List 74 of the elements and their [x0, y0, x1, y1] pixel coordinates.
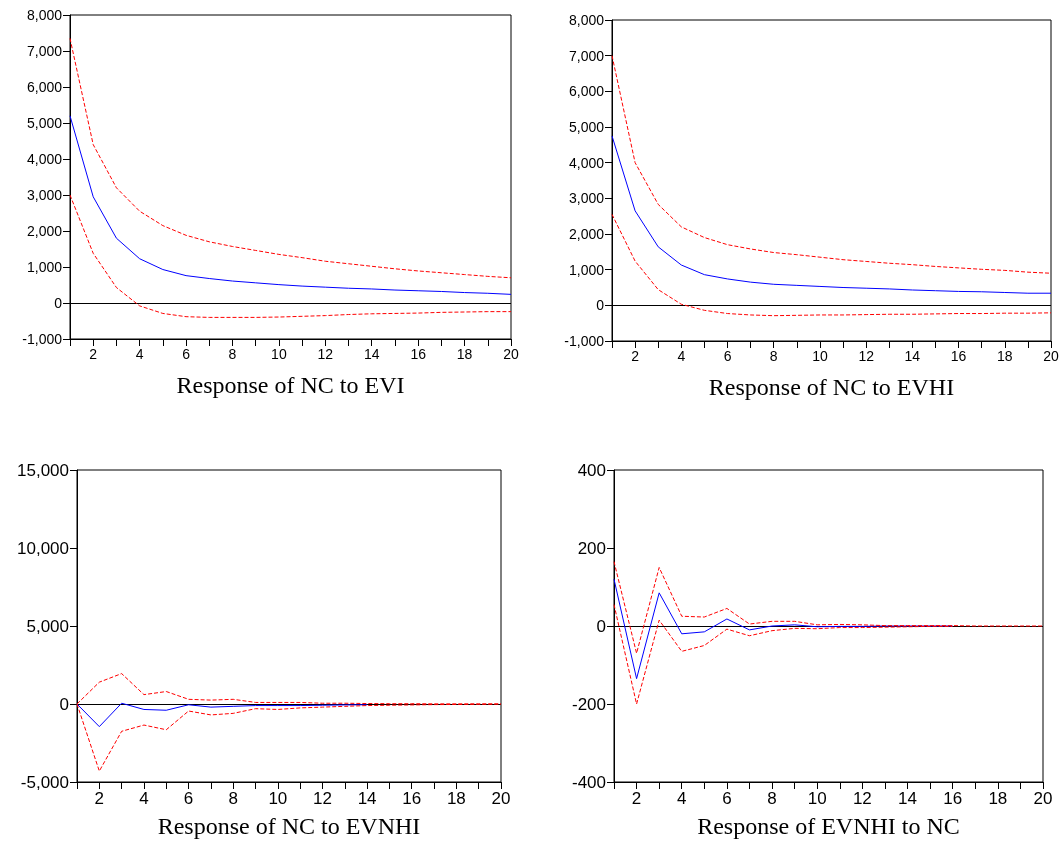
x-axis-title: Response of NC to EVNHI — [157, 813, 421, 839]
x-tick-label: 20 — [491, 789, 511, 808]
x-tick-label: 8 — [769, 348, 778, 364]
y-tick-label: -400 — [571, 772, 606, 792]
y-tick-label: 1,000 — [26, 259, 63, 275]
x-tick-label: 8 — [228, 789, 238, 808]
x-tick-label: 20 — [1043, 348, 1059, 364]
x-tick-label: 16 — [402, 789, 422, 808]
x-tick-label: 4 — [139, 789, 149, 808]
y-tick-label: 0 — [59, 694, 69, 714]
y-tick-label: 4,000 — [568, 154, 605, 171]
y-tick-label: 10,000 — [17, 538, 69, 558]
y-tick-label: 3,000 — [26, 187, 63, 203]
y-tick-label: 2,000 — [26, 223, 63, 239]
x-tick-label: 4 — [677, 789, 687, 808]
y-tick-label: 2,000 — [568, 226, 605, 242]
x-tick-label: 4 — [135, 346, 144, 362]
x-tick-label: 18 — [997, 348, 1013, 364]
x-tick-label: 20 — [1033, 789, 1053, 808]
x-tick-label: 8 — [767, 789, 777, 808]
x-tick-label: 2 — [94, 789, 105, 808]
x-axis-title: Response of NC to EVHI — [708, 374, 955, 400]
y-tick-label: -200 — [571, 694, 606, 714]
x-tick-label: 6 — [722, 789, 732, 808]
x-tick-label: 6 — [183, 789, 194, 808]
x-tick-label: 6 — [723, 348, 732, 364]
x-tick-label: 4 — [677, 348, 686, 364]
x-tick-label: 2 — [631, 789, 642, 808]
y-tick-label: 0 — [54, 295, 63, 311]
y-tick-label: 15,000 — [17, 460, 69, 480]
y-tick-label: -1,000 — [564, 333, 605, 349]
y-tick-label: 4,000 — [26, 151, 63, 167]
x-tick-label: 8 — [228, 346, 237, 362]
y-tick-label: 7,000 — [26, 43, 63, 59]
x-tick-label: 12 — [313, 789, 332, 808]
x-tick-label: 16 — [943, 789, 963, 808]
y-tick-label: 6,000 — [568, 83, 605, 100]
y-tick-label: 400 — [577, 460, 606, 480]
x-tick-label: 14 — [904, 348, 921, 364]
x-tick-label: 14 — [363, 346, 380, 362]
y-tick-label: 1,000 — [568, 261, 605, 278]
x-tick-label: 20 — [503, 346, 519, 362]
y-tick-label: 8,000 — [568, 12, 605, 28]
y-tick-label: 200 — [577, 538, 606, 558]
y-tick-label: 7,000 — [568, 47, 605, 64]
x-tick-label: 14 — [357, 789, 377, 808]
x-tick-label: 2 — [631, 348, 640, 364]
y-tick-label: 6,000 — [26, 79, 63, 95]
x-tick-label: 12 — [317, 346, 334, 362]
y-tick-label: 5,000 — [26, 616, 69, 636]
x-tick-label: 2 — [89, 346, 98, 362]
y-tick-label: 8,000 — [26, 7, 63, 23]
x-tick-label: 6 — [182, 346, 191, 362]
x-tick-label: 16 — [950, 348, 967, 364]
x-tick-label: 10 — [807, 789, 827, 808]
y-tick-label: -5,000 — [20, 772, 69, 792]
x-tick-label: 18 — [456, 346, 473, 362]
x-axis-title: Response of EVNHI to NC — [697, 813, 960, 839]
y-tick-label: 0 — [596, 297, 605, 314]
x-tick-label: 10 — [812, 348, 828, 364]
y-tick-label: 3,000 — [568, 190, 605, 207]
x-tick-label: 14 — [898, 789, 917, 808]
x-tick-label: 12 — [852, 789, 872, 808]
x-tick-label: 16 — [410, 346, 427, 362]
y-tick-label: 0 — [596, 616, 606, 636]
x-axis-title: Response of NC to EVI — [176, 372, 405, 398]
y-tick-label: -1,000 — [22, 331, 63, 347]
x-tick-label: 10 — [268, 789, 288, 808]
y-tick-label: 5,000 — [26, 115, 63, 131]
x-tick-label: 12 — [858, 348, 875, 364]
x-tick-label: 18 — [988, 789, 1008, 808]
x-tick-label: 18 — [446, 789, 466, 808]
y-tick-label: 5,000 — [568, 119, 605, 135]
x-tick-label: 10 — [271, 346, 287, 362]
